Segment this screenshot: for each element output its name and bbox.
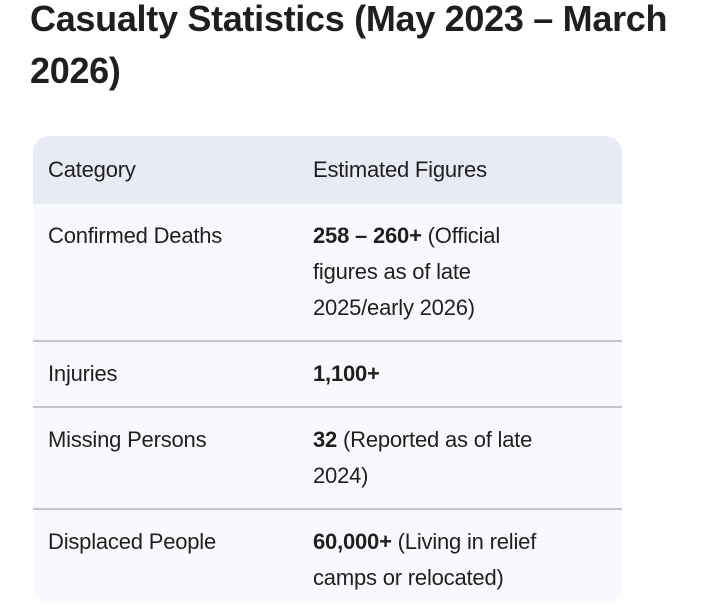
table-row: Injuries 1,100+ (33, 340, 622, 406)
figures-cell: 258 – 260+ (Official figures as of late … (313, 204, 622, 340)
table-row: Confirmed Deaths 258 – 260+ (Official fi… (33, 204, 622, 340)
figure-value: 258 – 260+ (313, 223, 422, 248)
column-header-category: Category (48, 157, 136, 182)
category-cell: Missing Persons (48, 427, 207, 452)
category-cell: Confirmed Deaths (48, 223, 223, 248)
figures-cell: 32 (Reported as of late 2024) (313, 408, 622, 508)
table-row: Displaced People 60,000+ (Living in reli… (33, 508, 622, 604)
category-cell: Injuries (48, 361, 118, 386)
figure-value: 1,100+ (313, 361, 380, 386)
table-header-row: Category Estimated Figures (33, 136, 622, 204)
table-row: Missing Persons 32 (Reported as of late … (33, 406, 622, 508)
figure-note: (Official figures as of late 2025/early … (313, 223, 501, 320)
figure-value: 60,000+ (313, 529, 392, 554)
figures-cell: 1,100+ (313, 342, 622, 406)
column-header-estimated-figures: Estimated Figures (313, 157, 487, 182)
figure-note: (Living in relief camps or relocated) (313, 529, 537, 590)
page-title: Casualty Statistics (May 2023 – March 20… (30, 0, 668, 91)
category-cell: Displaced People (48, 529, 217, 554)
figures-cell: 60,000+ (Living in relief camps or reloc… (313, 510, 622, 604)
casualty-statistics-table: Category Estimated Figures Confirmed Dea… (33, 136, 622, 604)
figure-note: (Reported as of late 2024) (313, 427, 533, 488)
figure-value: 32 (313, 427, 338, 452)
